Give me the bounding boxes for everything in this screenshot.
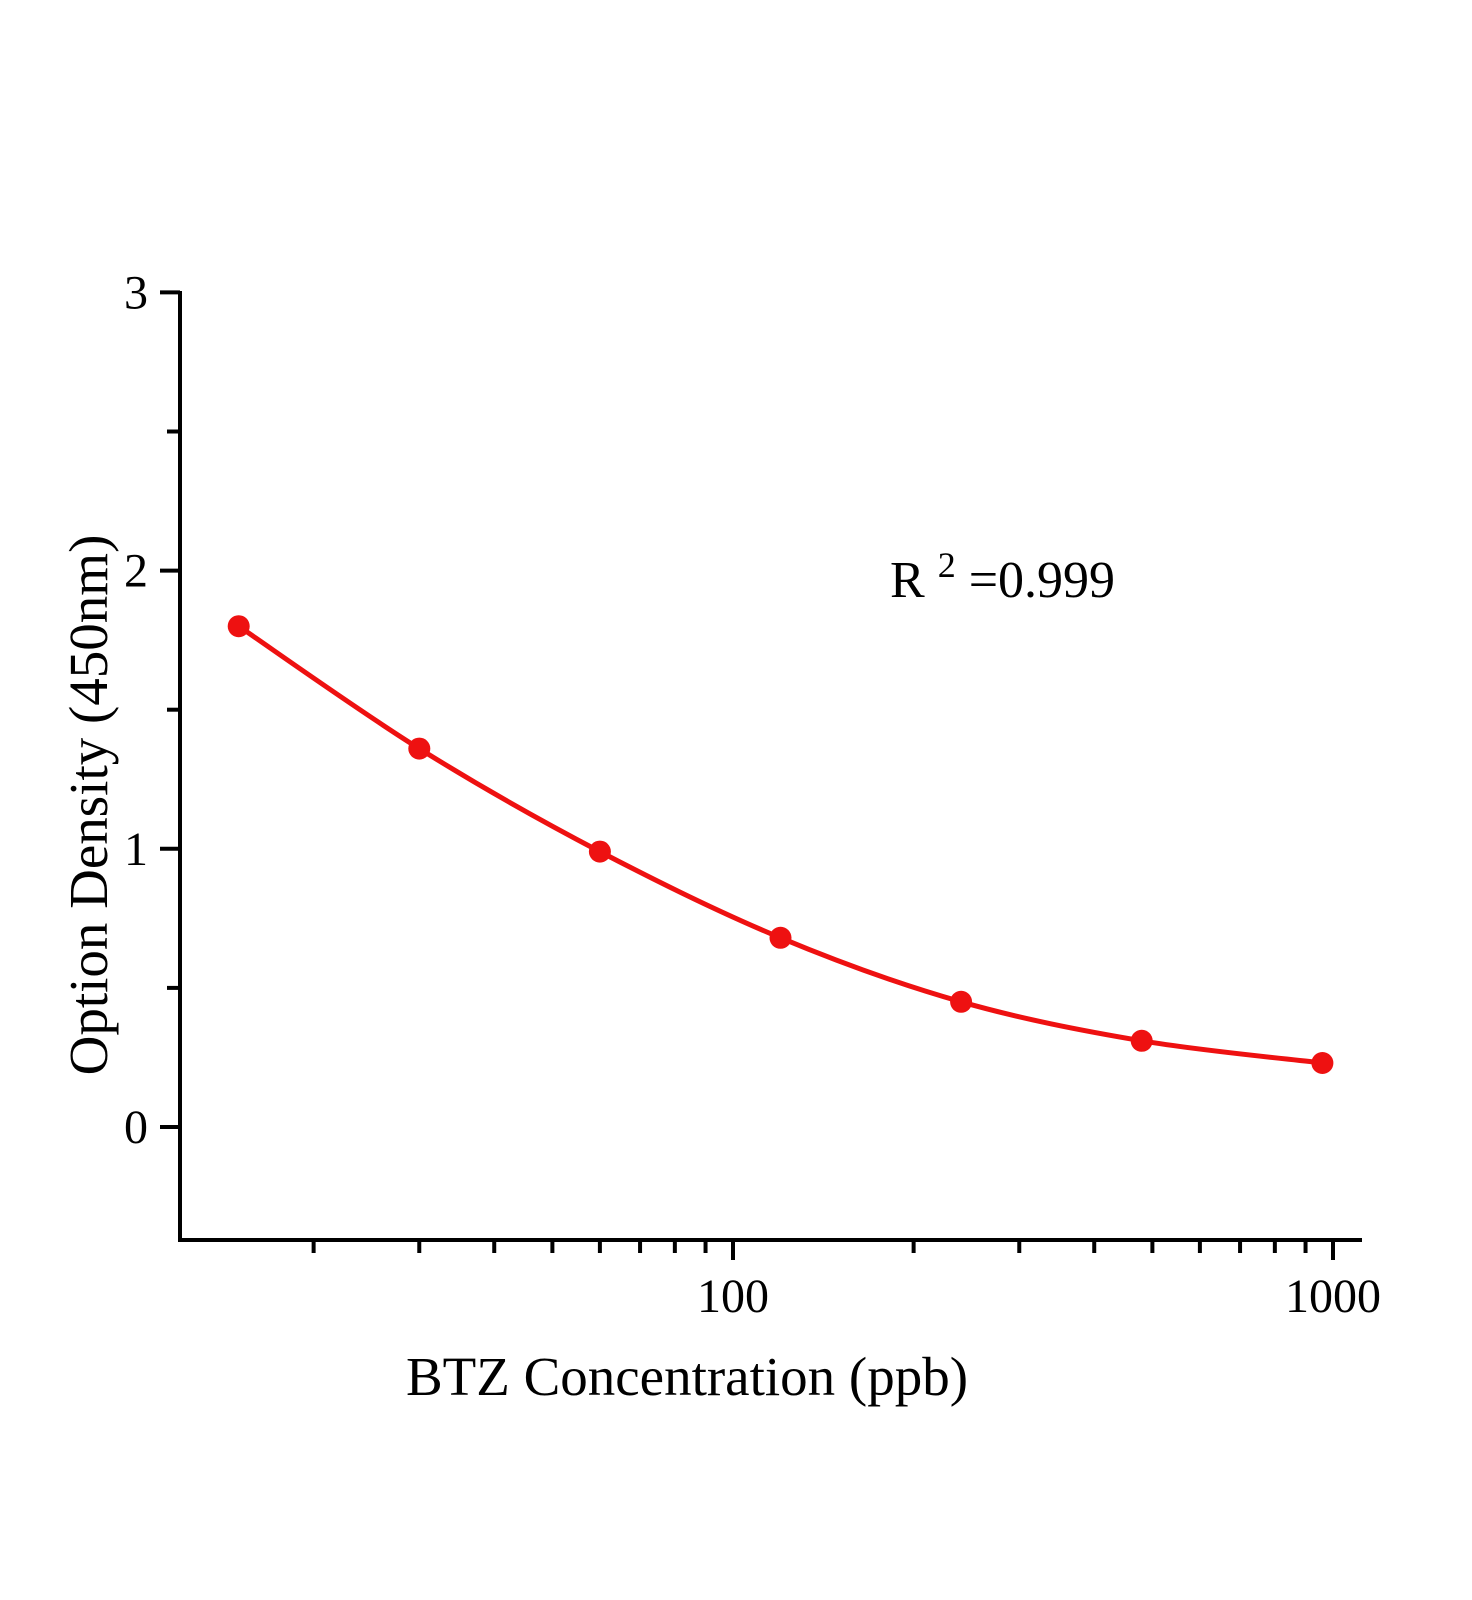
data-point <box>769 926 792 949</box>
data-point <box>1311 1052 1334 1074</box>
y-axis-title: Option Density (450nm) <box>58 535 119 1076</box>
y-tick-label: 3 <box>124 266 148 319</box>
data-point <box>1130 1029 1153 1052</box>
y-tick-label: 2 <box>124 545 148 598</box>
data-point <box>408 737 431 760</box>
axis-ticks <box>160 290 1335 1260</box>
y-tick-label: 0 <box>124 1101 148 1154</box>
r-squared-annotation: R 2 =0.999 <box>890 532 1115 609</box>
axis-tick-labels: 100 1000 0 1 2 3 <box>124 266 1381 1323</box>
y-tick-label: 1 <box>124 823 148 876</box>
data-point <box>950 990 973 1013</box>
curve-line <box>236 623 1325 1066</box>
data-points <box>227 615 1334 1074</box>
axis-lines <box>178 291 1362 1242</box>
x-tick-label: 100 <box>697 1270 769 1323</box>
x-tick-label: 1000 <box>1285 1270 1381 1323</box>
data-point <box>588 840 611 863</box>
r-squared-value: =0.999 <box>969 552 1115 609</box>
r-squared-base: R <box>890 552 925 609</box>
data-point <box>227 615 250 638</box>
x-axis-title: BTZ Concentration (ppb) <box>406 1346 968 1407</box>
r-squared-superscript: 2 <box>938 545 956 585</box>
